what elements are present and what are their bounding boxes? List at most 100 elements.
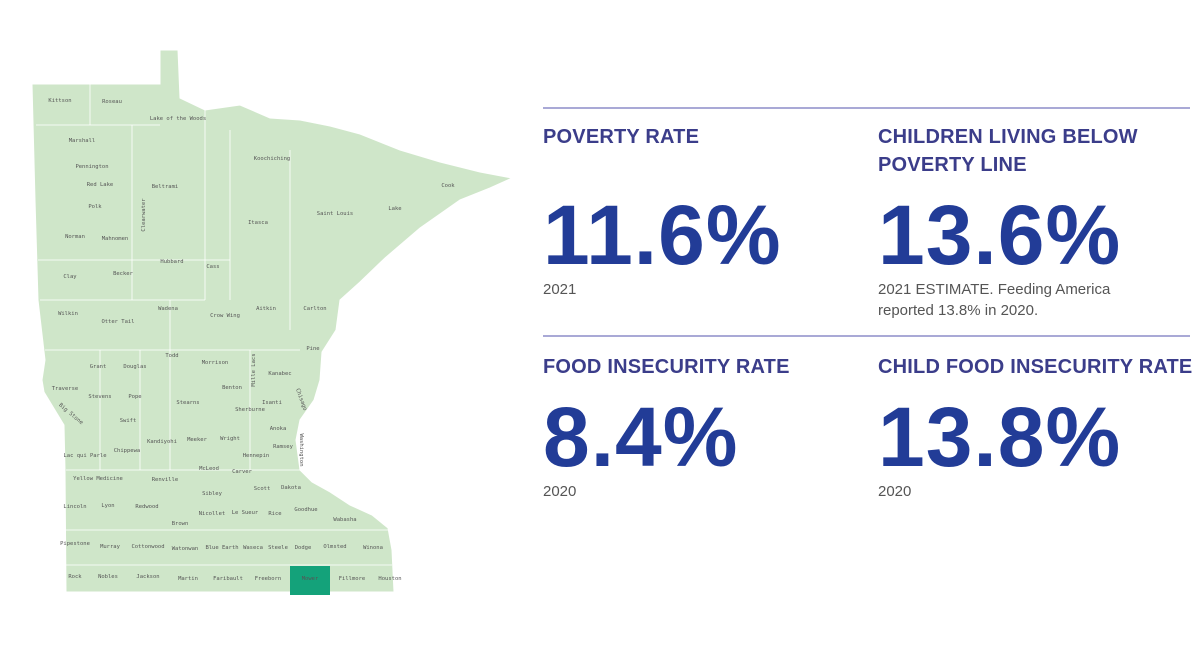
county-label-isanti: Isanti	[262, 400, 282, 406]
county-label-yellow-medicine: Yellow Medicine	[73, 476, 123, 482]
stat-value: 11.6%	[543, 188, 782, 282]
county-label-ramsey: Ramsey	[273, 444, 294, 450]
county-label-clearwater: Clearwater	[141, 198, 147, 232]
county-label-faribault: Faribault	[213, 576, 243, 582]
county-label-polk: Polk	[88, 204, 102, 210]
stat-title: FOOD INSECURITY RATE	[543, 356, 790, 378]
highlighted-county-mower	[290, 566, 330, 595]
county-label-redwood: Redwood	[135, 504, 158, 510]
stat-note: 2021	[543, 281, 577, 298]
county-label-le-sueur: Le Sueur	[232, 510, 259, 516]
county-label-lake: Lake	[388, 206, 401, 212]
county-label-meeker: Meeker	[187, 437, 208, 443]
top-divider	[543, 107, 1190, 109]
county-label-becker: Becker	[113, 271, 134, 277]
county-labels: Kittson Roseau Lake of the Woods Marshall Pe…	[48, 98, 455, 582]
county-label-dakota: Dakota	[281, 485, 301, 491]
minnesota-county-map: Kittson Roseau Lake of the Woods Marshall Pe…	[31, 49, 514, 595]
county-label-swift: Swift	[120, 418, 137, 424]
county-label-cottonwood: Cottonwood	[131, 544, 164, 550]
county-label-itasca: Itasca	[248, 220, 268, 226]
county-label-wilkin: Wilkin	[58, 311, 78, 317]
stat-note: 2020	[543, 483, 577, 500]
county-label-norman: Norman	[65, 234, 85, 240]
county-label-nobles: Nobles	[98, 574, 118, 580]
county-label-traverse: Traverse	[52, 386, 79, 392]
county-label-wadena: Wadena	[158, 306, 178, 312]
county-label-lincoln: Lincoln	[63, 504, 86, 510]
stat-title: CHILDREN LIVING BELOW POVERTY LINE	[878, 126, 1138, 176]
county-label-murray: Murray	[100, 544, 121, 550]
county-label-hubbard: Hubbard	[160, 259, 183, 265]
county-label-aitkin: Aitkin	[256, 306, 276, 312]
county-label-watonwan: Watonwan	[172, 546, 199, 552]
county-label-houston: Houston	[378, 576, 401, 582]
stat-child-poverty: CHILDREN LIVING BELOW POVERTY LINE 13.6%…	[878, 123, 1178, 321]
county-label-morrison: Morrison	[202, 360, 229, 366]
county-label-cass: Cass	[206, 264, 219, 270]
county-boundaries	[36, 84, 392, 566]
county-label-renville: Renville	[152, 477, 179, 483]
county-label-kittson: Kittson	[48, 98, 71, 104]
county-label-chippewa: Chippewa	[114, 448, 141, 454]
county-label-benton: Benton	[222, 385, 242, 391]
stat-value: 8.4%	[543, 390, 739, 484]
county-label-freeborn: Freeborn	[255, 576, 282, 582]
county-label-waseca: Waseca	[243, 545, 263, 551]
county-label-mille-lacs: Mille Lacs	[251, 353, 257, 386]
stat-note: 2021 ESTIMATE. Feeding America reported …	[878, 281, 1111, 319]
county-label-lyon: Lyon	[101, 503, 114, 509]
county-label-lake-of-the-woods: Lake of the Woods	[150, 116, 206, 122]
county-label-pennington: Pennington	[75, 164, 108, 170]
county-label-grant: Grant	[90, 364, 107, 370]
county-label-kanabec: Kanabec	[268, 371, 291, 377]
stat-value: 13.8%	[878, 390, 1122, 484]
county-label-marshall: Marshall	[69, 138, 96, 144]
county-label-beltrami: Beltrami	[152, 184, 179, 190]
county-label-roseau: Roseau	[102, 99, 122, 105]
county-label-steele: Steele	[268, 545, 288, 551]
stat-food-insecurity: FOOD INSECURITY RATE 8.4% 2020	[543, 353, 843, 502]
county-label-pipestone: Pipestone	[60, 541, 90, 547]
middle-divider	[543, 335, 1190, 337]
county-label-stearns: Stearns	[176, 400, 199, 406]
county-label-mower: Mower	[302, 576, 319, 582]
county-label-otter-tail: Otter Tail	[101, 319, 134, 325]
county-label-dodge: Dodge	[295, 545, 312, 551]
county-label-todd: Todd	[165, 353, 178, 359]
county-label-fillmore: Fillmore	[339, 576, 366, 582]
county-label-stevens: Stevens	[88, 394, 111, 400]
county-label-clay: Clay	[63, 274, 77, 280]
county-label-crow-wing: Crow Wing	[210, 313, 240, 319]
county-label-douglas: Douglas	[123, 364, 146, 370]
county-label-pine: Pine	[306, 346, 319, 352]
county-label-lac-qui-parle: Lac qui Parle	[63, 453, 106, 459]
county-label-cook: Cook	[441, 183, 455, 189]
stat-title: POVERTY RATE	[543, 126, 700, 148]
county-label-mcleod: McLeod	[199, 466, 219, 472]
county-label-sherburne: Sherburne	[235, 407, 265, 413]
county-label-anoka: Anoka	[270, 426, 287, 432]
county-label-carlton: Carlton	[303, 306, 326, 312]
county-label-rock: Rock	[68, 574, 82, 580]
county-label-mahnomen: Mahnomen	[102, 236, 129, 242]
county-label-pope: Pope	[128, 394, 141, 400]
stat-child-food-insecurity: CHILD FOOD INSECURITY RATE 13.8% 2020	[878, 353, 1198, 502]
stat-poverty-rate: POVERTY RATE 11.6% 2021	[543, 123, 843, 300]
county-label-wright: Wright	[220, 436, 240, 442]
county-label-kandiyohi: Kandiyohi	[147, 439, 177, 445]
county-label-goodhue: Goodhue	[294, 507, 317, 513]
county-label-olmsted: Olmsted	[323, 544, 346, 550]
county-label-saint-louis: Saint Louis	[317, 211, 353, 217]
county-label-nicollet: Nicollet	[199, 511, 226, 517]
county-label-koochiching: Koochiching	[254, 156, 290, 162]
county-label-rice: Rice	[268, 511, 281, 517]
county-label-scott: Scott	[254, 486, 271, 492]
county-label-winona: Winona	[363, 545, 383, 551]
state-outline	[31, 49, 514, 593]
county-label-sibley: Sibley	[202, 491, 223, 497]
county-label-wabasha: Wabasha	[333, 517, 356, 523]
county-label-martin: Martin	[178, 576, 198, 582]
county-label-blue-earth: Blue Earth	[205, 545, 238, 551]
county-label-washington: Washington	[298, 433, 304, 466]
